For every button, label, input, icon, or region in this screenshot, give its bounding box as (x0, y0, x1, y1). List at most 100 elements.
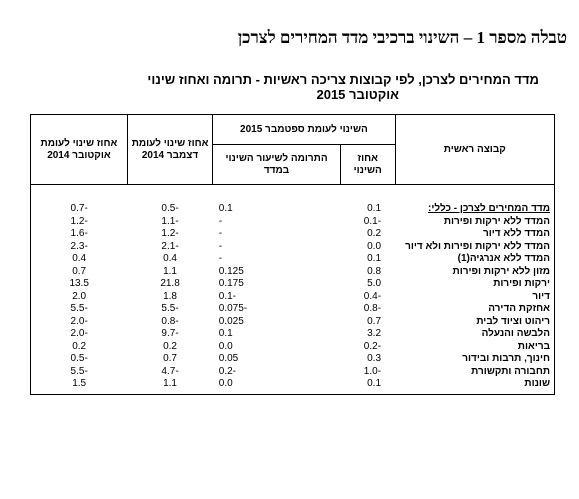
cell-text: ירקות ופירות (493, 278, 550, 289)
value-cell: 1.5 (30, 378, 128, 395)
value-cell: 0.7 (340, 316, 395, 329)
value-cell: -0.2 (213, 366, 341, 379)
cell-text: 0.1 (218, 328, 233, 339)
cell-text: 0.2 (72, 340, 87, 352)
value-cell: 1.1 (127, 378, 213, 395)
cell-text: -0.8 (161, 315, 179, 327)
cell-text: 1.8 (163, 290, 177, 302)
cell-text: 21.8 (160, 278, 180, 289)
group-cell: אחזקת הדירה (395, 303, 556, 316)
header-cell: אחוז שינוי לעומת אוקטובר 2014 (30, 114, 128, 185)
group-cell: ריהוט וציוד לבית (395, 315, 556, 328)
cell-text: 0.8 (367, 265, 382, 277)
value-cell: - (213, 253, 341, 266)
header-cell: השינוי לעומת ספטמבר 2015 (212, 114, 396, 145)
table-row: שונות 0.1 0.0 1.1 1.5 (30, 378, 556, 395)
title: טבלה מספר 1 – השינוי ברכיבי מדד המחירים … (237, 28, 567, 47)
cell-text: -0.1 (218, 290, 237, 302)
header-cell: אחוז שינוי לעומת דצמבר 2014 (126, 114, 214, 185)
cell-text: המדד ללא דיור (483, 228, 550, 239)
cell-text: -0.5 (161, 203, 179, 214)
group-cell: הלבשה והנעלה (395, 328, 556, 341)
cell-text: -0.4 (363, 290, 382, 302)
cell-text: -2.3 (70, 240, 88, 252)
group-cell: דיור (395, 290, 556, 303)
table-row: המדד ללא דיור 0.2 - -1.2 -1.6 (30, 228, 556, 241)
caption-line: אוקטובר 2015 (316, 87, 399, 102)
value-cell: 0.1 (340, 253, 395, 266)
header-row: אחוז השינוי התרומה לשיעור השינוי במדד (31, 144, 555, 185)
cell-text: -2.0 (70, 315, 88, 327)
group-cell: המדד ללא ירקות ופירות ולא דיור (395, 240, 556, 253)
value-cell: 0.125 (213, 266, 341, 279)
cell-text: 0.0 (367, 240, 382, 252)
cell-text: -0.1 (363, 215, 382, 227)
value-cell: -5.5 (127, 303, 212, 316)
cell-text: -5.5 (161, 303, 179, 314)
group-cell: מדד המחירים לצרכן - כללי: (395, 184, 556, 216)
header-cell: קבוצה ראשית (394, 114, 556, 185)
value-cell: -1.0 (340, 366, 395, 379)
value-cell: 0.0 (340, 241, 395, 254)
value-cell: -1.2 (30, 215, 128, 228)
value-cell: 0.1 (213, 328, 341, 341)
cell-text: 0.7 (163, 353, 177, 364)
cell-text: -0.5 (70, 353, 88, 364)
table-row: אחזקת הדירה -0.8 -0.075 -5.5 -5.5 (30, 303, 556, 316)
value-cell: 0.7 (30, 265, 128, 278)
group-cell: המדד ללא דיור (395, 228, 556, 241)
cell-text: 0.175 (218, 278, 244, 289)
value-cell: 0.3 (340, 353, 395, 366)
table-head: קבוצה ראשית השינוי לעומת ספטמבר 2015 אחו… (30, 114, 556, 185)
cell-text: - (218, 228, 223, 239)
cell-text: הלבשה והנעלה (481, 328, 550, 339)
cell-text: -0.2 (218, 365, 237, 377)
table-row: ריהוט וציוד לבית 0.7 0.025 -0.8 -2.0 (30, 315, 556, 329)
value-cell: 0.2 (340, 228, 395, 241)
table-row: תחבורה ותקשורת -1.0 -0.2 -4.7 -5.5 (30, 365, 556, 379)
value-cell: -1.2 (127, 228, 212, 241)
value-cell: 0.8 (340, 266, 395, 279)
value-cell: -9.7 (127, 328, 212, 341)
value-cell: 0.025 (213, 316, 341, 329)
cell-text: -5.5 (70, 303, 88, 314)
header-row: קבוצה ראשית השינוי לעומת ספטמבר 2015 אחו… (30, 114, 556, 185)
cell-text: 0.7 (72, 265, 87, 277)
value-cell: -2.0 (30, 315, 128, 328)
cell-text: תחבורה ותקשורת (471, 365, 550, 377)
cell-text: -0.2 (363, 340, 382, 352)
cell-text: -0.7 (70, 203, 88, 214)
cell-text: מדד המחירים לצרכן - כללי: (427, 203, 550, 214)
value-cell: -0.8 (127, 316, 212, 329)
cell-text: -1.6 (70, 228, 88, 239)
cell-text: 1.1 (163, 265, 177, 277)
cell-text: 1.1 (163, 378, 177, 389)
value-cell: -0.7 (30, 184, 128, 216)
table-row: המדד ללא אנרגיה(1) 0.1 - 0.4 0.4 (30, 253, 556, 266)
cell-text: 5.0 (367, 278, 382, 289)
cell-text: -9.7 (161, 328, 179, 339)
cell-text: 13.5 (69, 278, 89, 289)
value-cell: 0.0 (212, 378, 341, 395)
value-cell: 0.05 (213, 353, 341, 366)
value-cell: 0.175 (213, 278, 341, 291)
value-cell: - (213, 216, 341, 229)
cell-text: 0.0 (218, 378, 233, 389)
value-cell: 1.8 (127, 291, 212, 304)
table: קבוצה ראשית השינוי לעומת ספטמבר 2015 אחו… (30, 114, 556, 395)
group-cell: המדד ללא אנרגיה(1) (395, 253, 556, 266)
cell-text: המדד ללא ירקות ופירות (443, 215, 550, 227)
cell-text: מזון ללא ירקות ופירות (452, 265, 550, 277)
table-row: בריאות -0.2 0.0 0.2 0.2 (30, 340, 556, 353)
cell-text: 0.3 (367, 353, 382, 364)
cell-text: -4.7 (161, 365, 179, 377)
value-cell: -5.5 (30, 365, 128, 378)
table-row: ירקות ופירות 5.0 0.175 21.8 13.5 (30, 278, 556, 291)
value-cell: 0.2 (30, 340, 128, 353)
cell-text: 3.2 (367, 328, 382, 339)
cell-text: שונות (524, 378, 550, 389)
cell-text: 0.7 (367, 315, 382, 327)
value-cell: - (213, 228, 341, 241)
cell-text: -5.5 (70, 365, 88, 377)
